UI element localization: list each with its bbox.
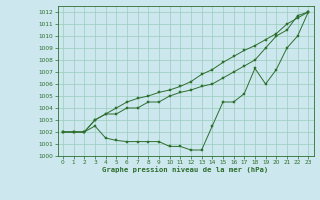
X-axis label: Graphe pression niveau de la mer (hPa): Graphe pression niveau de la mer (hPa) xyxy=(102,167,269,173)
